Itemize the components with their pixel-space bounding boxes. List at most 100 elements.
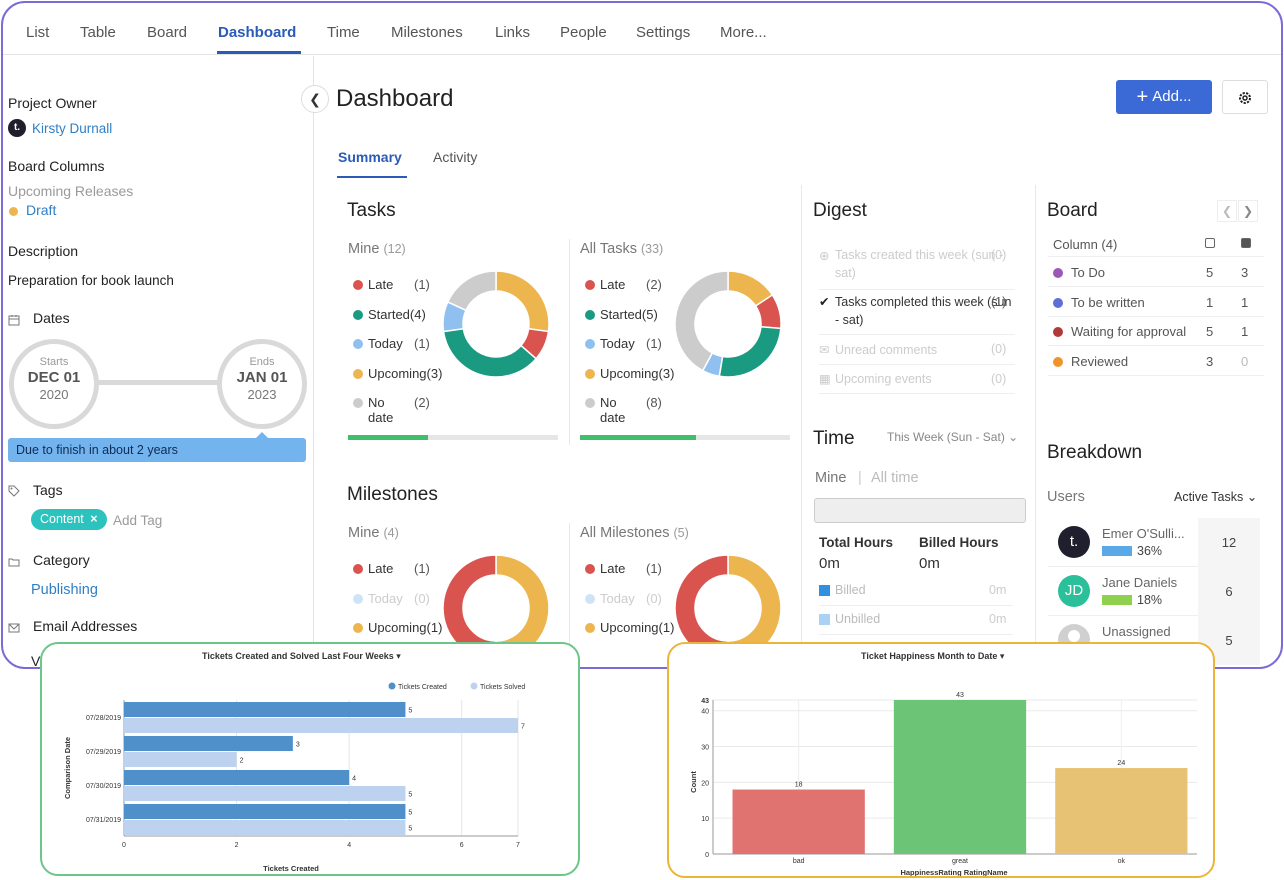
legend-item-started[interactable]: Started(5) (585, 307, 658, 322)
collapse-sidebar-button[interactable]: ❮ (301, 85, 329, 113)
time-tab-all[interactable]: All time (871, 470, 919, 486)
tasks-all-slice-started[interactable] (718, 325, 782, 378)
tickets-chart-title[interactable]: Tickets Created and Solved Last Four Wee… (202, 651, 401, 662)
dates-label: Dates (33, 310, 70, 326)
tab-links[interactable]: Links (495, 24, 531, 41)
user-row[interactable]: JD Jane Daniels 18% 6 (1048, 567, 1260, 616)
tab-board[interactable]: Board (147, 24, 188, 41)
board-row-to-do[interactable]: To Do 5 3 (1048, 258, 1264, 287)
digest-row-completed[interactable]: ✔ Tasks completed this week (sun - sat) (819, 293, 1015, 335)
bar-bad[interactable] (732, 789, 865, 854)
legend-marker (388, 682, 396, 690)
calendar-icon (8, 315, 20, 326)
milestones-all-slice-late[interactable] (674, 554, 729, 662)
add-tag-input[interactable]: Add Tag (113, 513, 163, 528)
tab-dashboard[interactable]: Dashboard (218, 24, 297, 41)
bar-tickets-created[interactable] (124, 770, 350, 785)
board-row-completed-count: 1 (1241, 324, 1249, 339)
digest-row-comments[interactable]: ✉ Unread comments (819, 341, 1015, 365)
check-circle-icon: ✔ (819, 295, 830, 309)
board-row-to-be-written[interactable]: To be written 1 1 (1048, 288, 1264, 317)
settings-button[interactable] (1222, 80, 1268, 114)
y-tick-label: 43 (701, 698, 709, 705)
active-tasks-dropdown[interactable]: Active Tasks ⌄ (1174, 489, 1257, 504)
user-name: Emer O'Sulli... (1102, 526, 1185, 541)
digest-row-events[interactable]: ▦ Upcoming events (819, 370, 1015, 394)
milestones-title: Milestones (347, 484, 438, 505)
digest-row-created[interactable]: ⊕ Tasks created this week (sun - sat) (819, 246, 1015, 290)
legend-item-today[interactable]: Today (585, 591, 635, 606)
bar-tickets-created[interactable] (124, 702, 406, 717)
board-next-button[interactable]: ❯ (1238, 200, 1258, 222)
legend-label: Tickets Created (398, 684, 447, 691)
milestones-all-count: (5) (673, 526, 689, 540)
time-search-input[interactable] (814, 498, 1026, 523)
bar-great[interactable] (893, 700, 1027, 854)
milestones-mine-slice-late[interactable] (442, 554, 497, 662)
tab-more[interactable]: More... (720, 24, 767, 41)
legend-dot-icon (585, 623, 595, 633)
digest-count-completed: (1) (991, 295, 1007, 309)
legend-item-late[interactable]: Late (353, 561, 393, 576)
bar-tickets-solved[interactable] (124, 718, 518, 733)
user-percent-bar (1102, 595, 1132, 605)
time-tab-separator: | (858, 470, 862, 486)
subtab-activity[interactable]: Activity (433, 149, 478, 165)
legend-item-upcoming[interactable]: Upcoming(3) (585, 366, 674, 381)
bar-tickets-solved[interactable] (124, 786, 406, 801)
digest-count-events: (0) (991, 372, 1007, 386)
bar-tickets-created[interactable] (124, 804, 406, 819)
tasks-all-slice-no-date[interactable] (674, 270, 729, 372)
legend-item-started[interactable]: Started(4) (353, 307, 426, 322)
draft-link[interactable]: Draft (26, 202, 57, 218)
tab-settings[interactable]: Settings (636, 24, 691, 41)
legend-item-no-date[interactable]: No date (585, 395, 640, 425)
legend-item-today[interactable]: Today (353, 336, 403, 351)
happiness-chart-title[interactable]: Ticket Happiness Month to Date ▾ (861, 651, 1004, 662)
legend-item-no-date[interactable]: No date (353, 395, 408, 425)
tab-milestones[interactable]: Milestones (391, 24, 463, 41)
subtab-summary[interactable]: Summary (338, 149, 402, 165)
time-tab-mine[interactable]: Mine (815, 470, 847, 486)
legend-item-upcoming[interactable]: Upcoming(3) (353, 366, 442, 381)
tasks-mine-slice-upcoming[interactable] (495, 270, 550, 333)
legend-item-upcoming[interactable]: Upcoming(1) (585, 620, 674, 635)
data-label: 5 (408, 810, 412, 817)
time-filter-dropdown[interactable]: This Week (Sun - Sat) ⌄ (887, 430, 1018, 444)
tasks-mine-slice-no-date[interactable] (446, 270, 497, 312)
legend-item-upcoming[interactable]: Upcoming(1) (353, 620, 442, 635)
bar-tickets-solved[interactable] (124, 752, 237, 767)
unbilled-row-value: 0m (989, 612, 1007, 626)
legend-item-today[interactable]: Today (585, 336, 635, 351)
legend-label: Today (600, 590, 635, 606)
bar-tickets-created[interactable] (124, 736, 293, 751)
legend-item-late[interactable]: Late (585, 277, 625, 292)
category-link[interactable]: Publishing (31, 582, 98, 598)
y-tick-label: 10 (701, 816, 709, 823)
owner-link[interactable]: Kirsty Durnall (32, 121, 113, 136)
board-row-label: Reviewed (1071, 353, 1129, 369)
tab-table[interactable]: Table (80, 24, 116, 41)
tab-time[interactable]: Time (327, 24, 360, 41)
starts-label: Starts (39, 356, 69, 368)
bar-ok[interactable] (1055, 768, 1188, 854)
legend-item-today[interactable]: Today (353, 591, 403, 606)
board-row-reviewed[interactable]: Reviewed 3 0 (1048, 347, 1264, 376)
unchecked-box-icon (1205, 238, 1215, 248)
legend-item-late[interactable]: Late (585, 561, 625, 576)
tasks-mine-slice-started[interactable] (442, 327, 538, 378)
bar-tickets-solved[interactable] (124, 820, 406, 835)
add-button[interactable]: + Add... (1116, 80, 1212, 114)
tab-people[interactable]: People (560, 24, 607, 41)
legend-item-late[interactable]: Late (353, 277, 393, 292)
draft-dot-icon (9, 207, 18, 216)
tab-list[interactable]: List (26, 24, 50, 41)
board-row-waiting-for-approval[interactable]: Waiting for approval 5 1 (1048, 317, 1264, 346)
start-year: 2020 (39, 387, 69, 402)
tag-chip[interactable]: Content × (31, 509, 107, 530)
user-row[interactable]: t. Emer O'Sulli... 36% 12 (1048, 518, 1260, 567)
legend-label: Upcoming (600, 620, 659, 635)
remove-tag-icon[interactable]: × (90, 512, 98, 526)
project-owner-label: Project Owner (8, 95, 97, 111)
board-prev-button[interactable]: ❮ (1217, 200, 1237, 222)
